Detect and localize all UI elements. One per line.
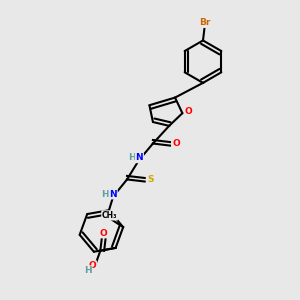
Text: O: O xyxy=(99,229,107,238)
Text: CH₃: CH₃ xyxy=(102,211,117,220)
Text: H: H xyxy=(128,153,135,162)
Text: H: H xyxy=(101,190,109,199)
Text: S: S xyxy=(147,175,154,184)
Text: N: N xyxy=(136,153,143,162)
Text: O: O xyxy=(172,139,180,148)
Text: O: O xyxy=(185,107,193,116)
Text: H: H xyxy=(84,266,92,275)
Text: N: N xyxy=(110,190,117,199)
Text: Br: Br xyxy=(199,18,210,27)
Text: O: O xyxy=(88,261,96,270)
